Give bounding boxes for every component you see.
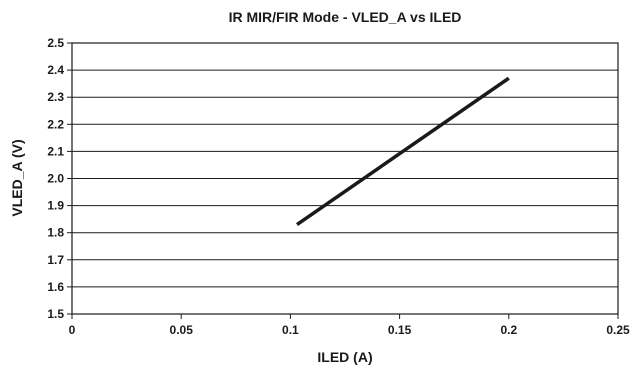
y-tick-label-6: 2.1 <box>47 144 64 158</box>
x-tick-label-0: 0 <box>69 323 76 337</box>
y-tick-label-1: 1.6 <box>47 280 64 294</box>
y-tick-label-0: 1.5 <box>47 307 64 321</box>
y-axis-label: VLED_A (V) <box>9 139 25 216</box>
x-tick-label-1: 0.05 <box>170 323 194 337</box>
y-tick-label-8: 2.3 <box>47 90 64 104</box>
y-tick-label-5: 2.0 <box>47 172 64 186</box>
y-tick-label-3: 1.8 <box>47 226 64 240</box>
x-tick-label-5: 0.25 <box>606 323 630 337</box>
y-tick-label-2: 1.7 <box>47 253 64 267</box>
y-tick-label-7: 2.2 <box>47 117 64 131</box>
x-tick-label-4: 0.2 <box>500 323 517 337</box>
x-ticks: 0 0.05 0.1 0.15 0.2 0.25 <box>69 314 630 337</box>
y-tick-label-4: 1.9 <box>47 199 64 213</box>
series-line-0 <box>296 76 510 227</box>
grid-lines <box>72 42 618 315</box>
series-layer <box>296 76 510 227</box>
chart-title: IR MIR/FIR Mode - VLED_A vs ILED <box>229 9 462 25</box>
y-ticks: 1.5 1.6 1.7 1.8 1.9 2.0 2.1 2.2 2.3 2.4 2.5 <box>47 36 72 321</box>
y-tick-label-9: 2.4 <box>47 63 64 77</box>
y-tick-label-10: 2.5 <box>47 36 64 50</box>
x-axis-label: ILED (A) <box>317 349 372 365</box>
x-tick-label-2: 0.1 <box>282 323 299 337</box>
x-tick-label-3: 0.15 <box>388 323 412 337</box>
